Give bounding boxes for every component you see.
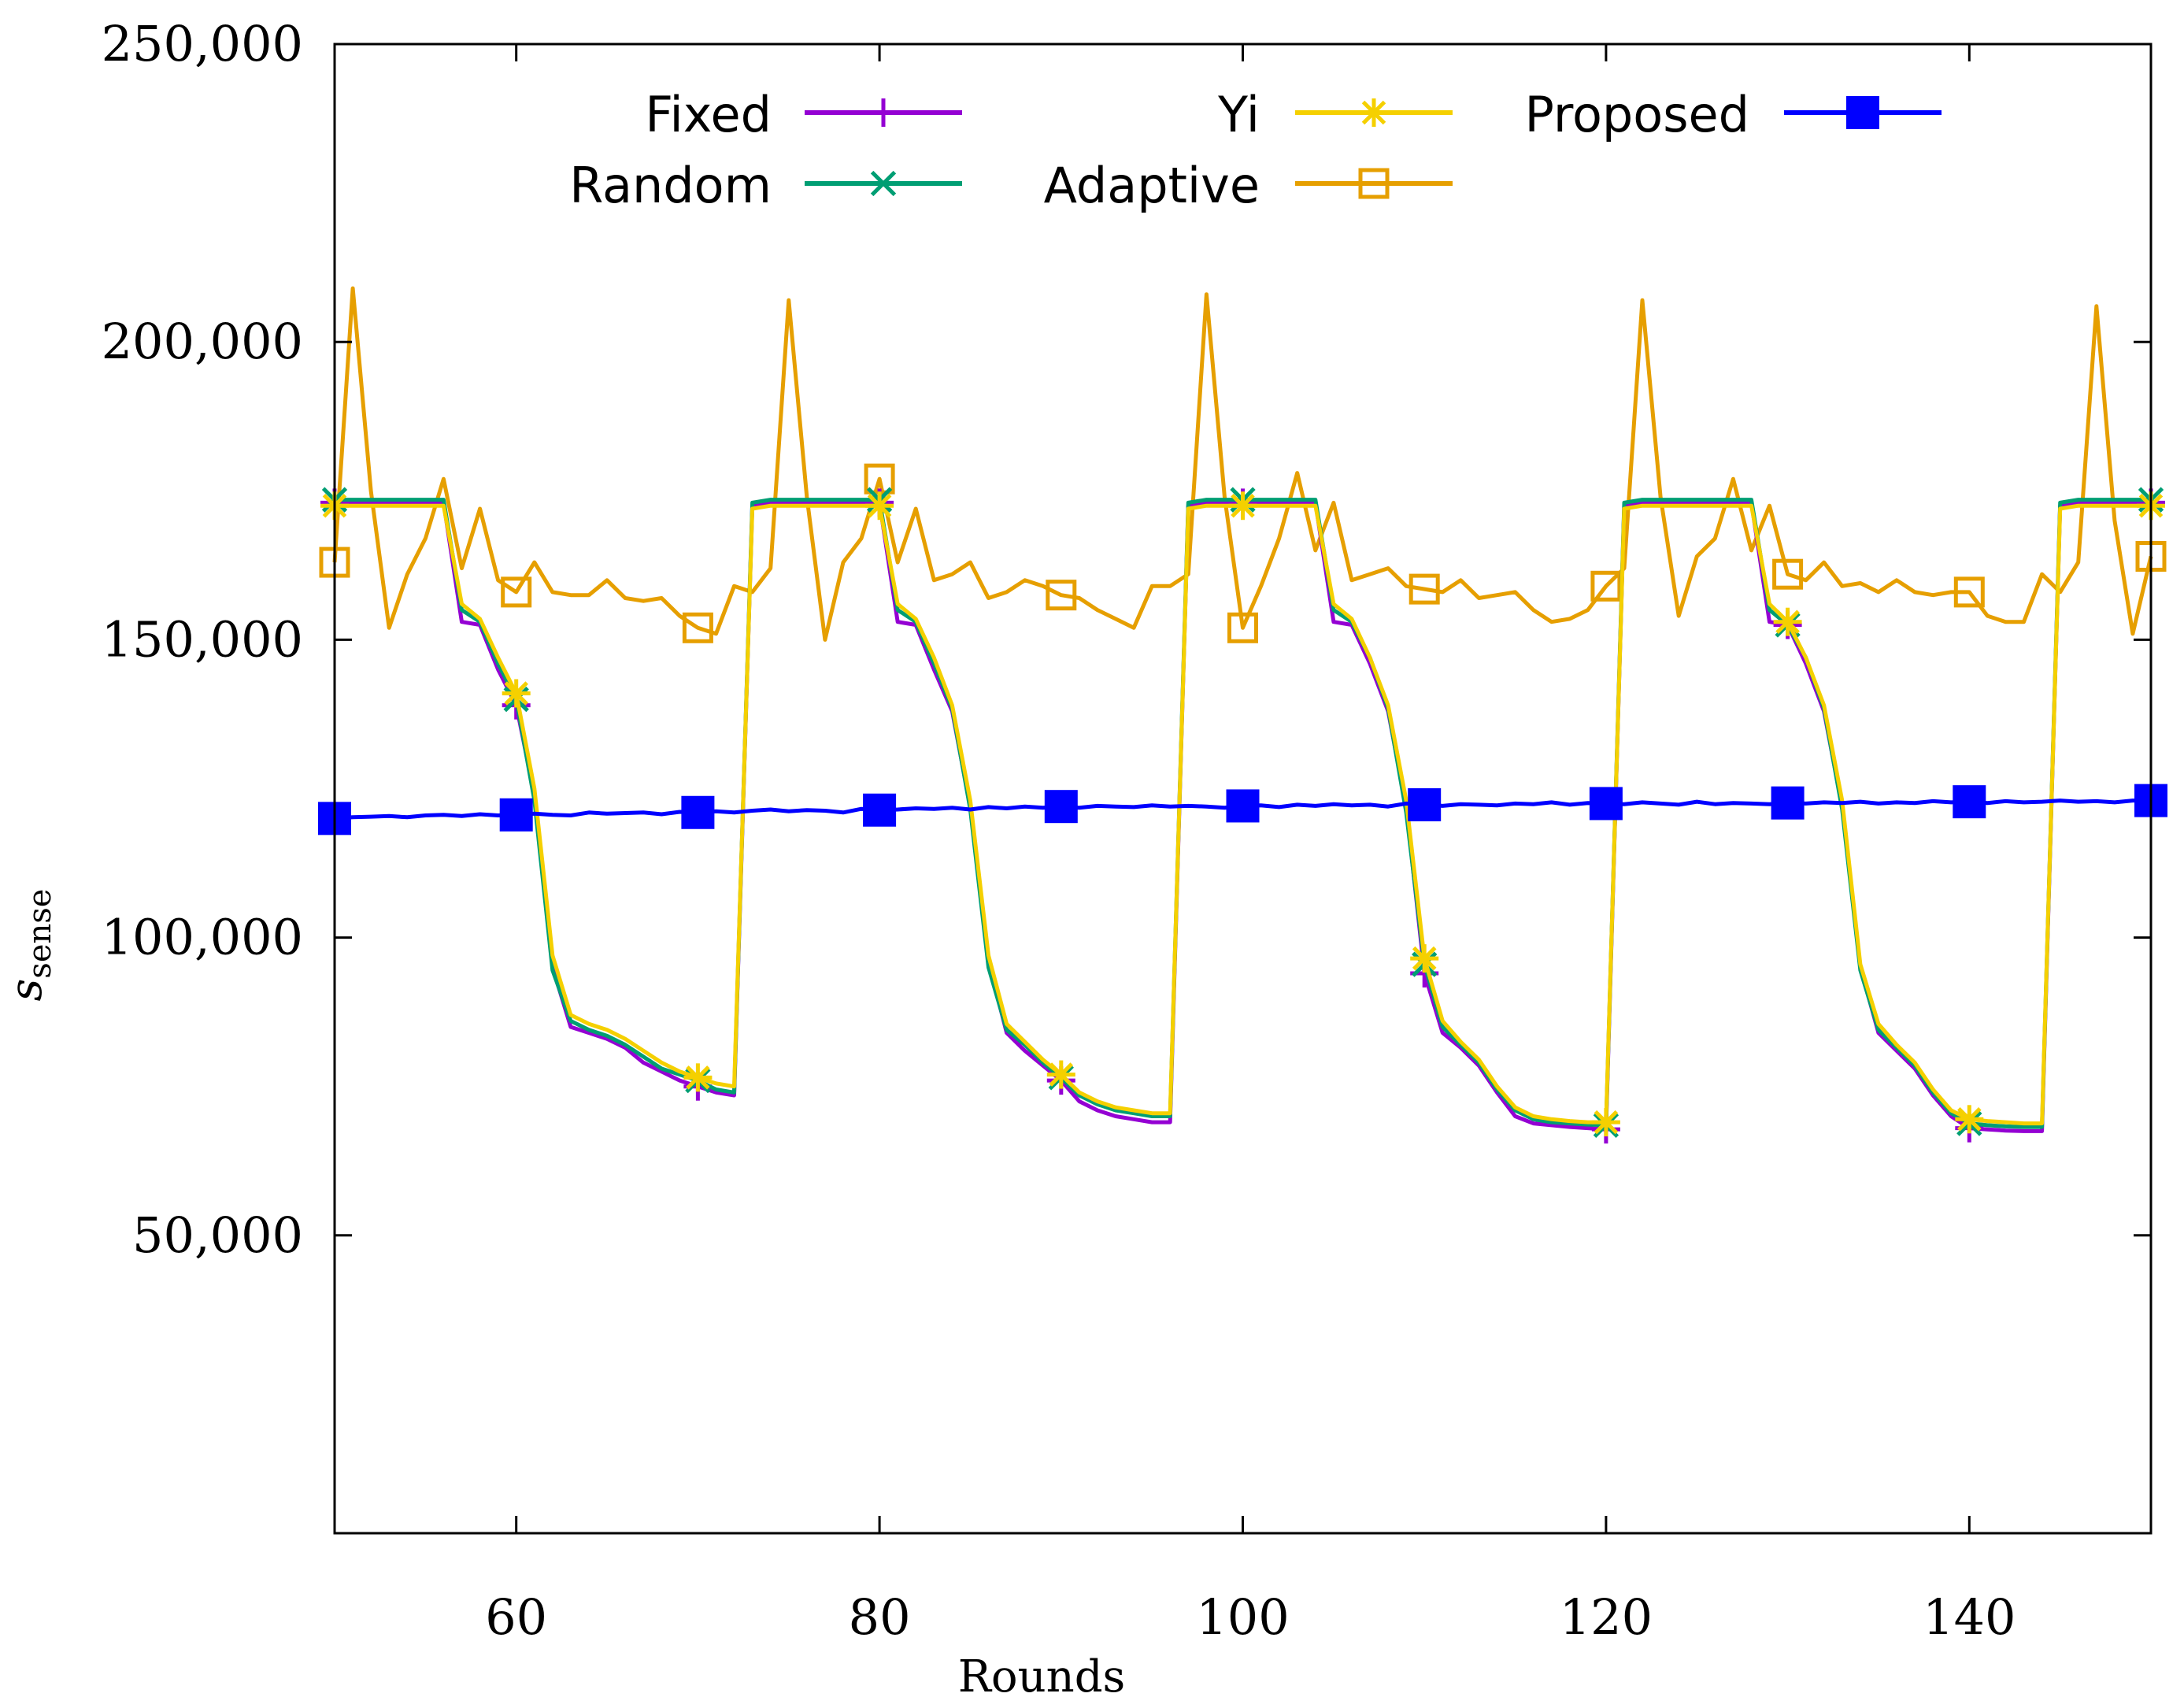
data-point-yi-140 [1955, 1105, 1984, 1134]
data-point-proposed-110 [1408, 787, 1442, 821]
y-tick-label-50000: 50,000 [132, 1206, 303, 1264]
data-point-yi-120 [1591, 1108, 1620, 1137]
x-tick-label-140: 140 [1923, 1588, 2016, 1646]
data-point-yi-130 [1773, 607, 1802, 636]
legend-symbol-fixed [869, 98, 898, 127]
data-point-proposed-90 [1044, 790, 1078, 824]
data-point-proposed-130 [1771, 786, 1805, 820]
y-axis-label-sub: sense [22, 889, 58, 979]
data-point-adaptive-140 [1953, 576, 1985, 608]
legend-marker-proposed [1846, 96, 1879, 129]
data-point-adaptive-120 [1590, 570, 1622, 602]
y-tick-label-200000: 200,000 [102, 313, 303, 370]
data-point-proposed-60 [499, 798, 533, 832]
x-tick-label-100: 100 [1196, 1588, 1289, 1646]
y-axis-label: ssense [1, 889, 58, 1002]
data-point-adaptive-60 [501, 576, 532, 608]
data-point-adaptive-70 [682, 612, 713, 643]
legend-symbol-adaptive [1358, 168, 1390, 199]
series-proposed [318, 784, 2167, 836]
data-point-yi-100 [1228, 491, 1257, 521]
data-point-yi-110 [1410, 944, 1439, 973]
legend-marker-random [870, 170, 897, 197]
legend-marker-adaptive [1358, 168, 1390, 199]
legend-symbol-random [870, 170, 897, 197]
series-adaptive [319, 286, 2167, 643]
data-point-adaptive-130 [1772, 558, 1804, 590]
data-point-proposed-140 [1953, 785, 1986, 819]
legend-symbol-proposed [1846, 96, 1879, 129]
legend-marker-fixed [869, 98, 898, 127]
ticks-layer: 60 80 100 120 140 50,000 100,000 150,000 200,000… [102, 15, 2151, 1646]
data-point-proposed-70 [681, 795, 715, 829]
series-line-adaptive [332, 286, 2153, 642]
x-tick-label-80: 80 [849, 1588, 911, 1646]
legend-label-random: Random [569, 157, 772, 214]
legend-label-fixed: Fixed [645, 86, 772, 143]
legend-symbol-yi [1360, 98, 1388, 127]
y-axis-label-main: s [1, 979, 52, 1002]
y-tick-label-100000: 100,000 [102, 909, 303, 966]
x-tick-label-60: 60 [485, 1588, 547, 1646]
x-tick-label-120: 120 [1560, 1588, 1653, 1646]
data-point-proposed-80 [863, 793, 897, 827]
legend-label-yi: Yi [1217, 86, 1260, 143]
x-axis-label: Rounds [958, 1651, 1126, 1697]
series-layer [318, 286, 2167, 1144]
data-point-adaptive-100 [1227, 612, 1258, 643]
svg-text:ssense: ssense [1, 889, 58, 1002]
legend: Fixed Random Yi Adaptive Proposed [569, 86, 1942, 214]
data-point-yi-90 [1046, 1060, 1075, 1089]
y-tick-label-150000: 150,000 [102, 610, 303, 668]
data-point-yi-60 [502, 679, 531, 708]
legend-label-adaptive: Adaptive [1044, 157, 1260, 214]
data-point-proposed-120 [1589, 787, 1623, 821]
data-point-adaptive-110 [1408, 573, 1440, 605]
data-point-yi-80 [865, 491, 894, 521]
legend-label-proposed: Proposed [1525, 86, 1749, 143]
data-point-proposed-100 [1226, 789, 1260, 823]
data-point-yi-70 [683, 1063, 713, 1092]
legend-marker-yi [1360, 98, 1388, 127]
y-tick-label-250000: 250,000 [102, 15, 303, 72]
data-point-adaptive-90 [1046, 580, 1077, 611]
